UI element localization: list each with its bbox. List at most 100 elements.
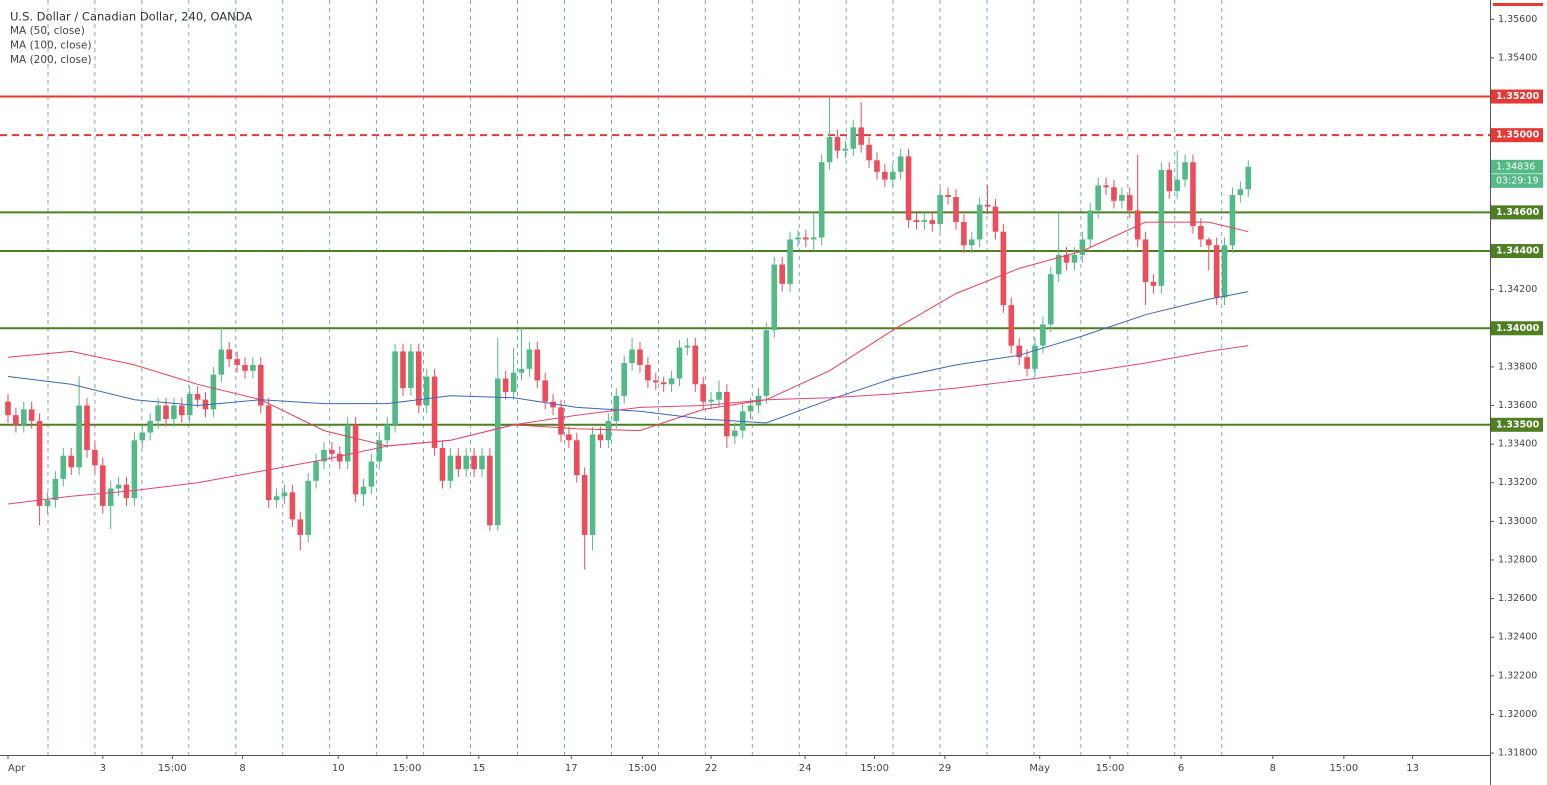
candle-body: [1016, 345, 1022, 358]
y-tick-label: 1.33600: [1498, 400, 1537, 411]
candle-body: [1103, 185, 1109, 188]
candle-body: [392, 351, 398, 425]
candle-body: [68, 455, 74, 468]
y-tick-label: 1.33000: [1498, 516, 1537, 527]
candle-body: [463, 455, 469, 470]
y-tick-label: 1.35400: [1498, 52, 1537, 63]
x-tick-label: 17: [565, 763, 578, 774]
legend-entry: MA (50, close): [10, 25, 85, 37]
candle-body: [921, 220, 928, 223]
candle-body: [431, 376, 438, 448]
x-tick-label: 6: [1178, 763, 1184, 774]
level-tag: [1491, 417, 1543, 432]
candle-body: [92, 449, 98, 466]
candle-body: [645, 364, 651, 381]
candle-body: [1150, 281, 1157, 286]
candle-body: [305, 480, 311, 535]
candle-body: [842, 148, 849, 151]
candle-body: [558, 407, 564, 435]
candle-body: [5, 401, 11, 416]
candle-body: [937, 195, 943, 224]
candle-body: [139, 432, 146, 441]
last-price-label: 1.34836: [1496, 161, 1535, 172]
candle-body: [1166, 169, 1173, 192]
candle-body: [637, 349, 643, 365]
candle-body: [281, 492, 288, 497]
candle-body: [708, 399, 714, 402]
candle-body: [566, 434, 572, 441]
x-tick-label: 15:00: [1096, 763, 1125, 774]
candle-body: [234, 359, 240, 365]
candle-body: [20, 409, 27, 425]
candle-body: [787, 239, 793, 284]
y-tick-label: 1.32600: [1498, 593, 1537, 604]
candle-body: [795, 237, 801, 240]
candle-body: [747, 405, 754, 412]
candle-body: [731, 430, 738, 437]
candle-body: [803, 237, 809, 240]
candle-body: [1190, 162, 1196, 226]
candle-body: [818, 162, 825, 238]
level-tag: [1491, 205, 1543, 220]
candle-body: [929, 220, 936, 224]
candle-body: [447, 455, 454, 481]
candle-body: [589, 434, 596, 535]
candle-body: [676, 347, 683, 379]
candle-body: [336, 453, 343, 462]
candle-body: [329, 449, 335, 454]
candle-body: [913, 220, 920, 223]
candle-body: [487, 455, 493, 526]
candle-body: [621, 363, 627, 396]
candle-body: [882, 171, 888, 180]
axis-marker: [1493, 3, 1543, 6]
candle-body: [976, 204, 983, 240]
candle-body: [1040, 324, 1046, 346]
candle-body: [684, 345, 691, 348]
candle-body: [250, 364, 256, 371]
candle-body: [660, 382, 667, 385]
candle-body: [518, 368, 525, 373]
candle-body: [84, 405, 90, 450]
candle-body: [423, 376, 430, 406]
candle-body: [352, 424, 359, 495]
countdown: 03:29:19: [1496, 175, 1539, 186]
candle-body: [265, 405, 272, 501]
x-tick-label: 8: [1270, 763, 1276, 774]
candle-body: [771, 264, 778, 331]
x-tick-label: 10: [332, 763, 345, 774]
candle-body: [652, 380, 659, 383]
candle-body: [1158, 169, 1165, 286]
candle-body: [297, 519, 304, 535]
candle-body: [581, 475, 588, 535]
y-tick-label: 1.32400: [1498, 632, 1537, 643]
candle-body: [953, 196, 959, 223]
candle-body: [242, 364, 248, 371]
candle-body: [368, 461, 375, 487]
candle-body: [115, 484, 122, 489]
level-tag: [1491, 244, 1543, 259]
candle-body: [573, 440, 580, 476]
candle-body: [1047, 274, 1054, 325]
legend-entry: MA (100, close): [10, 40, 92, 52]
candle-body: [400, 351, 406, 389]
x-tick-label: 24: [799, 763, 812, 774]
x-tick-label: 15:00: [158, 763, 187, 774]
candle-body: [1198, 225, 1204, 240]
candle-body: [992, 206, 999, 232]
level-label: 1.35200: [1496, 91, 1540, 102]
candle-body: [1229, 195, 1236, 246]
candle-body: [1071, 254, 1078, 263]
candle-body: [1111, 187, 1117, 201]
candle-body: [1000, 231, 1007, 306]
candle-body: [724, 391, 730, 437]
candle-body: [479, 455, 485, 470]
x-tick-label: Apr: [8, 763, 26, 774]
candle-body: [107, 488, 114, 506]
candle-body: [700, 384, 706, 402]
candle-body: [439, 447, 446, 481]
candle-body: [1205, 239, 1212, 246]
candle-body: [905, 156, 912, 221]
y-tick-label: 1.31800: [1498, 748, 1537, 759]
candle-body: [321, 449, 327, 462]
